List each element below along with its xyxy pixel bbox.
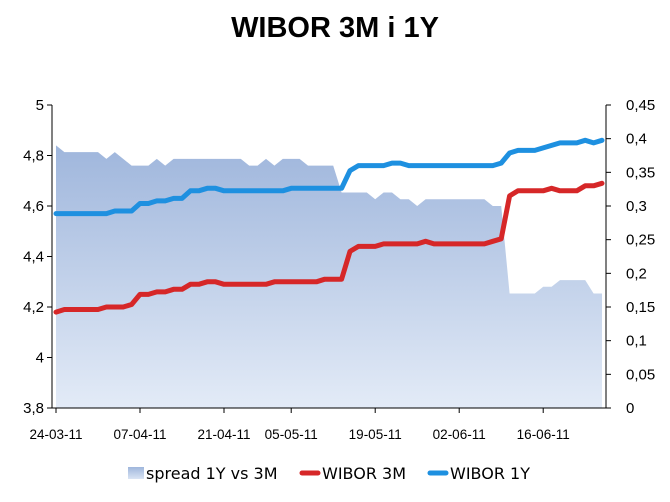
- y-left-tick-label: 4,4: [23, 249, 44, 266]
- x-tick-label: 02-06-11: [433, 427, 486, 442]
- y-left-tick-label: 5: [36, 97, 44, 114]
- y-left-tick-label: 4: [36, 350, 44, 367]
- y-right-tick-label: 0: [626, 400, 634, 417]
- x-tick-label: 16-06-11: [517, 427, 570, 442]
- y-right-tick-label: 0,3: [626, 198, 647, 215]
- series-wibor-1y-line: [53, 137, 605, 217]
- axes: 3,8 4 4,2 4,4 4,6 4,8 5 0 0,05 0,1 0,15 0,2 0,25 0,3 0…: [23, 97, 655, 442]
- y-right-tick-label: 0,4: [626, 131, 647, 148]
- x-tick-label: 05-05-11: [265, 427, 318, 442]
- y-left-tick-label: 4,2: [23, 299, 44, 316]
- legend-swatch-spread-1y-vs-3m: [128, 467, 144, 479]
- y-right-tick-label: 0,45: [626, 97, 655, 114]
- plot-area: [53, 137, 605, 408]
- x-tick-label: 07-04-11: [113, 427, 166, 442]
- legend-label-wibor-3m: WIBOR 3M: [322, 464, 406, 483]
- y-right-tick-label: 0,35: [626, 164, 655, 181]
- y-left-tick-label: 4,6: [23, 198, 44, 215]
- y-left-tick-label: 4,8: [23, 148, 44, 165]
- x-tick-label: 21-04-11: [197, 427, 250, 442]
- chart-title: WIBOR 3M i 1Y: [231, 12, 439, 44]
- y-right-tick-label: 0,25: [626, 232, 655, 249]
- legend-label-wibor-1y: WIBOR 1Y: [450, 464, 530, 483]
- y-right-tick-label: 0,15: [626, 299, 655, 316]
- y-right-tick-label: 0,2: [626, 265, 647, 282]
- series-wibor-3m-line: [53, 180, 605, 315]
- legend: spread 1Y vs 3M WIBOR 3M WIBOR 1Y: [128, 464, 530, 483]
- y-right-tick-label: 0,1: [626, 333, 647, 350]
- y-left-tick-label: 3,8: [23, 400, 44, 417]
- y-right-tick-label: 0,05: [626, 366, 655, 383]
- legend-label-spread-1y-vs-3m: spread 1Y vs 3M: [146, 464, 278, 483]
- x-tick-label: 24-03-11: [29, 427, 82, 442]
- x-tick-label: 19-05-11: [349, 427, 402, 442]
